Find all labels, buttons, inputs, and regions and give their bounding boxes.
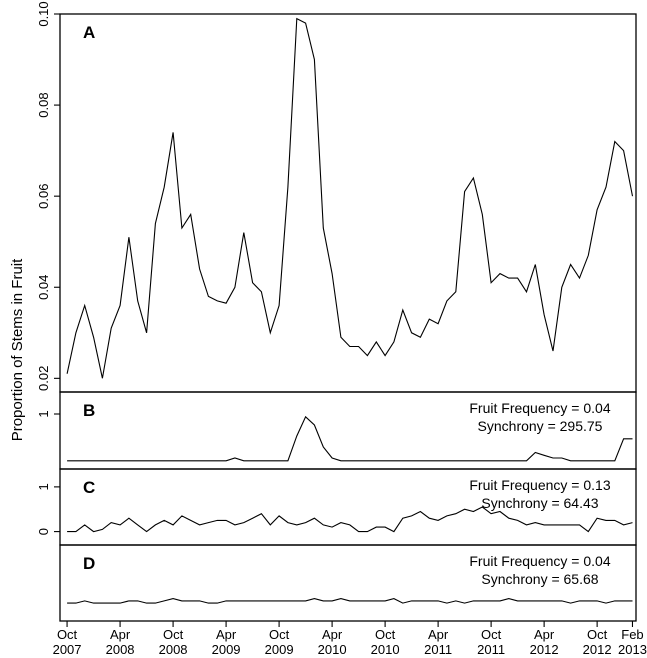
y-tick-label: 0 (36, 528, 51, 535)
x-tick-label-month: Apr (216, 627, 237, 642)
panels: 0.02 0.04 0.06 0.08 0.10 A 1 B Fruit Frequency =… (36, 1, 637, 622)
x-tick-label-month: Oct (269, 627, 290, 642)
x-tick-label-year: 2010 (318, 642, 347, 657)
fruit-frequency-label: Fruit Frequency = 0.04 (469, 400, 610, 416)
series-line-b (67, 415, 633, 462)
y-tick-label: 0.04 (36, 275, 51, 300)
panel-c: 0 1 C Fruit Frequency = 0.13 Synchrony = 64.… (36, 468, 637, 546)
y-tick-label: 1 (36, 483, 51, 490)
fruit-frequency-label: Fruit Frequency = 0.04 (469, 553, 610, 569)
x-tick-label-year: 2010 (371, 642, 400, 657)
x-tick-label-month: Apr (428, 627, 449, 642)
x-tick-label-month: Feb (621, 627, 643, 642)
x-tick-label-year: 2009 (212, 642, 241, 657)
x-tick-label-month: Oct (587, 627, 608, 642)
panel-label: B (83, 401, 95, 420)
x-tick-label-month: Apr (110, 627, 131, 642)
panel-a: 0.02 0.04 0.06 0.08 0.10 A (36, 1, 637, 393)
series-line-c (67, 506, 633, 533)
x-tick-label-month: Apr (322, 627, 343, 642)
panel-label: D (83, 554, 95, 573)
y-axis-label: Proportion of Stems in Fruit (9, 258, 26, 441)
x-tick-label-year: 2008 (106, 642, 135, 657)
panel-label: A (83, 23, 95, 42)
y-tick-label: 0.10 (36, 1, 51, 26)
x-tick-label-year: 2011 (424, 642, 452, 657)
x-tick-label-year: 2012 (583, 642, 612, 657)
synchrony-label: Synchrony = 65.68 (481, 571, 598, 587)
x-tick-label-year: 2013 (618, 642, 647, 657)
x-tick-label-year: 2009 (265, 642, 294, 657)
panel-frame (59, 544, 637, 622)
x-tick-label-month: Apr (534, 627, 555, 642)
fruit-frequency-label: Fruit Frequency = 0.13 (469, 477, 610, 493)
x-tick-label-month: Oct (163, 627, 184, 642)
x-tick-label-year: 2008 (159, 642, 188, 657)
synchrony-label: Synchrony = 295.75 (478, 418, 603, 434)
y-tick-label: 0.08 (36, 92, 51, 117)
x-tick-label-month: Oct (375, 627, 396, 642)
series-line-a (66, 17, 634, 379)
x-tick-label-year: 2011 (477, 642, 505, 657)
x-tick-label-year: 2012 (530, 642, 559, 657)
y-tick-label: 0.06 (36, 184, 51, 209)
panel-d: D Fruit Frequency = 0.04 Synchrony = 65.68 (59, 544, 637, 622)
series-line-d (67, 598, 633, 604)
panel-label: C (83, 478, 95, 497)
x-tick-label-year: 2007 (53, 642, 82, 657)
panel-b: 1 B Fruit Frequency = 0.04 Synchrony = 295.… (36, 391, 637, 470)
y-tick-label: 0.02 (36, 366, 51, 391)
synchrony-label: Synchrony = 64.43 (481, 495, 598, 511)
x-axis: Oct2007Apr2008Oct2008Apr2009Oct2009Apr20… (53, 621, 647, 657)
x-tick-label-month: Oct (481, 627, 502, 642)
x-tick-label-month: Oct (57, 627, 78, 642)
y-tick-label: 1 (36, 410, 51, 417)
